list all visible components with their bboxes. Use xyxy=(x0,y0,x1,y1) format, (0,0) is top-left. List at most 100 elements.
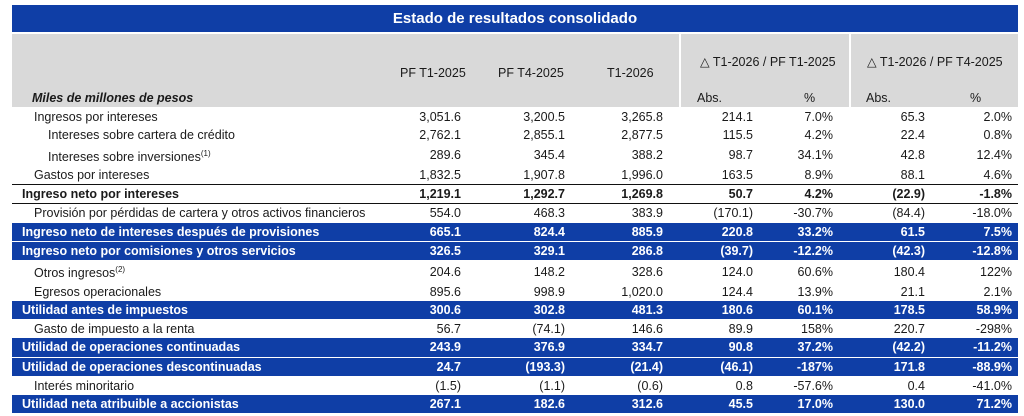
value-pct-2: 58.9% xyxy=(931,300,1018,320)
table-row: Otros ingresos(2) 204.6 148.2 328.6 124.0 60.… xyxy=(12,260,1018,283)
value-t1-2026: 1,020.0 xyxy=(571,282,669,301)
table-row: Ingreso neto por intereses 1,219.1 1,292.7… xyxy=(12,184,1018,205)
table-row: Interés minoritario (1.5) (1.1) (0.6) 0.8 -57… xyxy=(12,376,1018,396)
row-label: Utilidad neta atribuible a accionistas xyxy=(12,395,367,415)
value-t1-2026: 1,269.8 xyxy=(571,184,669,205)
value-pf-t1-2025: 267.1 xyxy=(367,395,467,415)
value-abs-2: 130.0 xyxy=(849,395,931,415)
value-abs-2: 220.7 xyxy=(849,319,931,339)
value-abs-2: 42.8 xyxy=(849,144,931,166)
value-abs-2: (84.4) xyxy=(849,203,931,223)
value-pct-2: -11.2% xyxy=(931,338,1018,358)
value-pct-2: -88.9% xyxy=(931,357,1018,377)
row-label: Utilidad de operaciones continuadas xyxy=(12,338,367,358)
column-gap xyxy=(839,319,849,339)
row-label: Intereses sobre cartera de crédito xyxy=(12,126,367,145)
value-abs-1: 115.5 xyxy=(679,126,759,145)
statement-title: Estado de resultados consolidado xyxy=(12,5,1018,32)
row-label: Otros ingresos(2) xyxy=(12,260,367,283)
table-row: Utilidad de operaciones descontinuadas 24… xyxy=(12,357,1018,377)
value-abs-1: 90.8 xyxy=(679,338,759,358)
value-pct-2: 0.8% xyxy=(931,126,1018,145)
value-pf-t1-2025: (1.5) xyxy=(367,376,467,396)
value-t1-2026: 3,265.8 xyxy=(571,108,669,127)
value-abs-1: 180.6 xyxy=(679,300,759,320)
value-pf-t4-2025: 345.4 xyxy=(467,144,571,166)
col-header-abs-1: Abs. xyxy=(697,91,723,105)
header-divider xyxy=(849,34,851,107)
value-pf-t4-2025: (1.1) xyxy=(467,376,571,396)
value-pf-t1-2025: 243.9 xyxy=(367,338,467,358)
header-divider xyxy=(679,34,681,107)
row-label-text: Ingreso neto por intereses xyxy=(22,187,179,202)
col-header-pf-t4-2025: PF T4-2025 xyxy=(498,66,564,80)
column-gap xyxy=(839,282,849,301)
value-pct-1: 34.1% xyxy=(759,144,839,166)
value-pct-2: 71.2% xyxy=(931,395,1018,415)
row-label-text: Ingresos por intereses xyxy=(34,110,158,125)
column-gap xyxy=(839,376,849,396)
column-gap xyxy=(669,203,679,223)
value-pct-1: -30.7% xyxy=(759,203,839,223)
column-gap xyxy=(839,357,849,377)
row-label-text: Utilidad de operaciones descontinuadas xyxy=(22,359,262,374)
column-gap xyxy=(669,144,679,166)
footnote-marker: (2) xyxy=(115,265,126,275)
value-pct-2: -18.0% xyxy=(931,203,1018,223)
value-abs-2: 0.4 xyxy=(849,376,931,396)
value-pct-2: 2.1% xyxy=(931,282,1018,301)
value-pf-t4-2025: 2,855.1 xyxy=(467,126,571,145)
row-label: Gasto de impuesto a la renta xyxy=(12,319,367,339)
value-pct-2: -41.0% xyxy=(931,376,1018,396)
row-label: Ingreso neto de intereses después de pro… xyxy=(12,222,367,242)
value-pct-1: 13.9% xyxy=(759,282,839,301)
value-pf-t1-2025: 1,219.1 xyxy=(367,184,467,205)
value-abs-2: 180.4 xyxy=(849,260,931,283)
column-gap xyxy=(839,395,849,415)
value-abs-2: (42.2) xyxy=(849,338,931,358)
row-label: Utilidad de operaciones descontinuadas xyxy=(12,357,367,377)
value-abs-2: (42.3) xyxy=(849,241,931,262)
row-label: Ingreso neto por intereses xyxy=(12,184,367,205)
value-pct-1: 158% xyxy=(759,319,839,339)
row-label: Intereses sobre inversiones(1) xyxy=(12,144,367,166)
value-pf-t4-2025: 329.1 xyxy=(467,241,571,262)
column-gap xyxy=(839,260,849,283)
value-abs-2: 65.3 xyxy=(849,108,931,127)
value-pct-1: -12.2% xyxy=(759,241,839,262)
value-abs-1: 50.7 xyxy=(679,184,759,205)
table-row: Utilidad antes de impuestos 300.6 302.8 481… xyxy=(12,300,1018,320)
table-row: Ingreso neto de intereses después de pro… xyxy=(12,222,1018,242)
value-abs-1: 0.8 xyxy=(679,376,759,396)
table-row: Intereses sobre inversiones(1) 289.6 345.4… xyxy=(12,144,1018,166)
value-pct-1: 4.2% xyxy=(759,126,839,145)
column-gap xyxy=(839,203,849,223)
value-pf-t4-2025: 3,200.5 xyxy=(467,108,571,127)
value-pct-1: 60.1% xyxy=(759,300,839,320)
value-pct-1: 33.2% xyxy=(759,222,839,242)
row-label-text: Utilidad de operaciones continuadas xyxy=(22,340,241,355)
column-gap xyxy=(839,126,849,145)
value-pf-t1-2025: 300.6 xyxy=(367,300,467,320)
value-abs-1: 98.7 xyxy=(679,144,759,166)
col-group-vs-pf-t4-2025: △ T1-2026 / PF T4-2025 xyxy=(867,55,1003,69)
column-gap xyxy=(669,241,679,262)
value-pf-t1-2025: 1,832.5 xyxy=(367,165,467,185)
value-pf-t4-2025: 824.4 xyxy=(467,222,571,242)
column-gap xyxy=(669,184,679,205)
table-row: Ingresos por intereses 3,051.6 3,200.5 3,26… xyxy=(12,108,1018,127)
value-abs-1: 220.8 xyxy=(679,222,759,242)
value-t1-2026: 2,877.5 xyxy=(571,126,669,145)
value-t1-2026: 481.3 xyxy=(571,300,669,320)
column-gap xyxy=(839,222,849,242)
value-pct-2: 12.4% xyxy=(931,144,1018,166)
column-gap xyxy=(669,108,679,127)
column-gap xyxy=(669,222,679,242)
col-header-t1-2026: T1-2026 xyxy=(607,66,654,80)
value-abs-1: (46.1) xyxy=(679,357,759,377)
value-abs-1: 163.5 xyxy=(679,165,759,185)
value-pf-t4-2025: (193.3) xyxy=(467,357,571,377)
col-header-pct-2: % xyxy=(970,91,982,105)
col-group-vs-pf-t1-2025: △ T1-2026 / PF T1-2025 xyxy=(700,55,836,69)
value-t1-2026: 328.6 xyxy=(571,260,669,283)
